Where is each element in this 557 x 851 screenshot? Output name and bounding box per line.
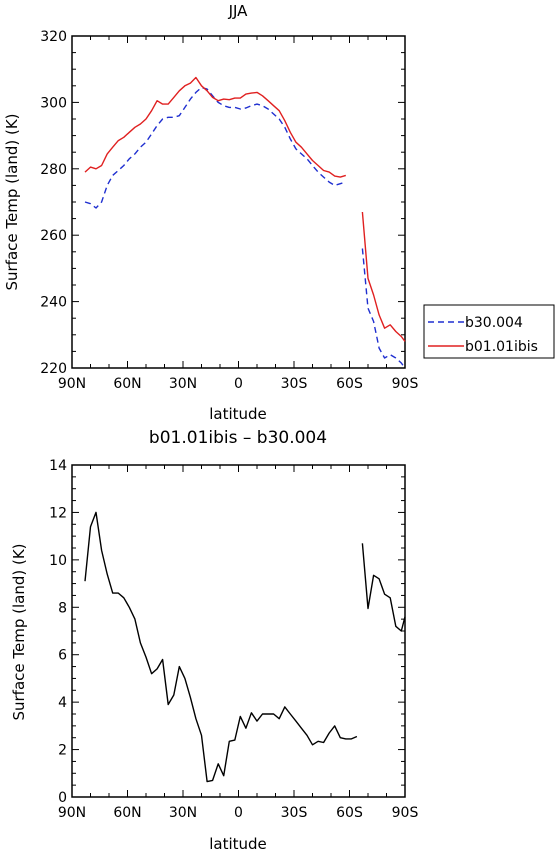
top-ticks xyxy=(71,35,406,369)
bottom-y-tick-labels: 0 2 4 6 8 10 12 14 xyxy=(49,458,67,806)
bot-x-tick-label: 90N xyxy=(58,805,86,821)
top-y-tick-labels: 220 240 260 280 300 320 xyxy=(40,29,67,377)
top-x-tick-label: 90S xyxy=(392,376,419,392)
legend-box xyxy=(423,304,555,359)
top-lines xyxy=(84,76,406,369)
bot-y-tick-label: 6 xyxy=(58,648,67,664)
top-y-tick-label: 300 xyxy=(40,95,67,111)
top-y-tick-label: 320 xyxy=(40,29,67,45)
bottom-title: b01.01ibis – b30.004 xyxy=(149,428,327,448)
bot-y-tick-label: 8 xyxy=(58,600,67,616)
top-series-line-0 xyxy=(84,86,346,209)
top-x-tick-label: 60S xyxy=(336,376,363,392)
bottom-plot-frame xyxy=(71,464,406,798)
top-series-line-1 xyxy=(361,211,406,342)
top-x-tick-label: 0 xyxy=(234,376,243,392)
bot-series-line-0 xyxy=(361,543,406,632)
bot-x-tick-label: 60S xyxy=(336,805,363,821)
bottom-y-axis-label: Surface Temp (land) (K) xyxy=(10,543,28,720)
bot-x-tick-label: 30S xyxy=(281,805,308,821)
legend-label-b30-004: b30.004 xyxy=(465,315,523,331)
top-y-tick-label: 280 xyxy=(40,162,67,178)
top-title: JJA xyxy=(228,2,249,20)
bot-x-tick-label: 0 xyxy=(234,805,243,821)
top-y-axis-label: Surface Temp (land) (K) xyxy=(3,113,21,290)
bottom-ticks xyxy=(71,464,406,798)
panel-bottom: b01.01ibis – b30.004 0 2 4 6 8 10 12 14 90N 60N 3… xyxy=(10,428,418,851)
legend-label-b01-01ibis: b01.01ibis xyxy=(465,339,538,355)
top-x-tick-label: 30S xyxy=(281,376,308,392)
legend: b30.004 b01.01ibis xyxy=(423,304,555,359)
top-x-axis-label: latitude xyxy=(209,405,267,423)
bot-x-tick-label: 30N xyxy=(169,805,197,821)
top-x-tick-label: 60N xyxy=(113,376,141,392)
bot-y-tick-label: 10 xyxy=(49,553,67,569)
top-x-tick-label: 30N xyxy=(169,376,197,392)
top-y-tick-label: 220 xyxy=(40,361,67,377)
top-y-tick-label: 260 xyxy=(40,228,67,244)
bottom-lines xyxy=(84,511,406,783)
bot-y-tick-label: 2 xyxy=(58,743,67,759)
bottom-x-tick-labels: 90N 60N 30N 0 30S 60S 90S xyxy=(58,805,419,821)
bot-y-tick-label: 4 xyxy=(58,695,67,711)
bot-y-tick-label: 12 xyxy=(49,505,67,521)
top-series-line-1 xyxy=(84,76,347,178)
bot-x-tick-label: 60N xyxy=(113,805,141,821)
top-plot-frame xyxy=(71,35,406,369)
top-x-tick-label: 90N xyxy=(58,376,86,392)
top-series-line-0 xyxy=(361,248,406,369)
top-x-tick-labels: 90N 60N 30N 0 30S 60S 90S xyxy=(58,376,419,392)
bot-x-tick-label: 90S xyxy=(392,805,419,821)
top-y-tick-label: 240 xyxy=(40,295,67,311)
bot-y-tick-label: 14 xyxy=(49,458,67,474)
bot-y-tick-label: 0 xyxy=(58,790,67,806)
bottom-x-axis-label: latitude xyxy=(209,835,267,851)
bot-series-line-0 xyxy=(84,511,358,783)
